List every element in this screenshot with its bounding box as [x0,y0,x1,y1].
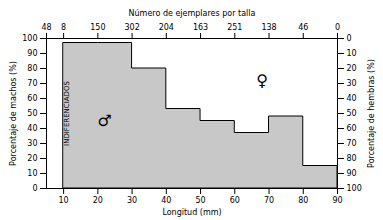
svg-text:10: 10 [27,169,37,178]
svg-text:8: 8 [61,23,66,32]
svg-text:Porcentaje de hembras (%): Porcentaje de hembras (%) [367,59,376,168]
svg-text:0: 0 [32,184,37,193]
svg-text:10: 10 [347,49,357,58]
svg-text:20: 20 [347,64,357,73]
svg-text:60: 60 [347,124,357,133]
svg-text:80: 80 [298,196,308,205]
svg-text:90: 90 [27,49,37,58]
svg-text:40: 40 [161,196,171,205]
svg-text:70: 70 [347,139,357,148]
svg-text:100: 100 [347,184,362,193]
svg-text:60: 60 [27,94,37,103]
svg-text:302: 302 [124,23,139,32]
svg-text:♂: ♂ [98,111,112,130]
svg-text:30: 30 [127,196,137,205]
svg-text:163: 163 [193,23,208,32]
svg-text:80: 80 [347,154,357,163]
svg-text:10: 10 [59,196,69,205]
svg-text:40: 40 [347,94,357,103]
svg-text:90: 90 [332,196,342,205]
svg-text:40: 40 [27,124,37,133]
svg-text:50: 50 [27,109,37,118]
svg-text:INDIFERENCIADOS: INDIFERENCIADOS [63,81,71,146]
svg-text:20: 20 [27,154,37,163]
svg-text:30: 30 [347,79,357,88]
svg-text:70: 70 [264,196,274,205]
svg-text:70: 70 [27,79,37,88]
svg-text:0: 0 [347,34,352,43]
svg-text:46: 46 [298,23,308,32]
svg-text:30: 30 [27,139,37,148]
svg-text:80: 80 [27,64,37,73]
svg-text:90: 90 [347,169,357,178]
svg-text:♀: ♀ [256,71,268,90]
svg-text:50: 50 [195,196,205,205]
svg-text:20: 20 [93,196,103,205]
svg-text:48: 48 [41,23,51,32]
svg-text:60: 60 [230,196,240,205]
svg-text:Longitud (mm): Longitud (mm) [162,208,221,217]
svg-text:150: 150 [90,23,105,32]
svg-text:Porcentaje de machos (%): Porcentaje de machos (%) [9,61,18,166]
svg-text:204: 204 [159,23,174,32]
svg-text:100: 100 [22,34,37,43]
svg-text:Número de ejemplares por talla: Número de ejemplares por talla [129,9,256,18]
svg-text:138: 138 [261,23,276,32]
svg-text:50: 50 [347,109,357,118]
svg-text:251: 251 [227,23,242,32]
svg-text:0: 0 [335,23,340,32]
